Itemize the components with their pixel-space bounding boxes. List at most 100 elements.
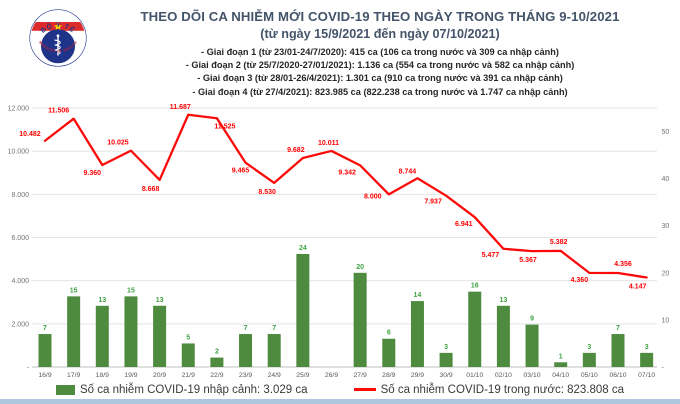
bar-label: 20 (356, 264, 364, 271)
x-axis-label: 06/10 (609, 372, 626, 379)
x-axis-label: 18/9 (96, 372, 109, 379)
line-label: 4.147 (629, 283, 647, 290)
ministry-of-health-logo: BỘ Y TẾ MINISTRY OF HEALTH (29, 9, 87, 67)
x-axis-label: 29/9 (411, 372, 424, 379)
line-label: 5.477 (482, 252, 500, 259)
right-axis-tick: 40 (662, 176, 670, 183)
line-label: 8.668 (142, 186, 160, 193)
left-axis-tick: - (27, 365, 30, 372)
bar-label: 24 (299, 245, 307, 252)
line-label: 10.025 (107, 140, 129, 147)
bar-05-10 (582, 352, 596, 367)
line-label: 11.506 (48, 108, 69, 115)
legend-item-imported-cases: Số ca nhiễm COVID-19 nhập cảnh: 3.029 ca (55, 383, 308, 396)
bar-label: 15 (70, 287, 78, 294)
bar-22-9 (210, 357, 224, 367)
phase-2-summary: - Giai đoạn 2 (từ 25/7/2020-27/01/2021):… (185, 60, 575, 71)
phase-4-summary: - Giai đoạn 4 (từ 27/4/2021): 823.985 ca… (192, 86, 568, 97)
bar-label: 6 (387, 330, 391, 337)
bar-label: 2 (215, 349, 219, 356)
x-axis-label: 20/9 (153, 372, 166, 379)
bar-16-9 (38, 334, 52, 367)
legend-label: Số ca nhiễm COVID-19 nhập cảnh: 3.029 ca (79, 383, 308, 396)
bar-17-9 (67, 296, 81, 367)
bar-29-9 (410, 301, 424, 367)
line-label: 10.011 (318, 140, 339, 147)
x-axis-label: 24/9 (268, 372, 281, 379)
line-label: 9.465 (232, 168, 250, 175)
x-axis-label: 23/9 (239, 372, 252, 379)
line-label: 9.360 (84, 170, 102, 177)
left-axis-tick: 10.000 (8, 149, 30, 156)
bar-label: 13 (156, 297, 164, 304)
right-axis-tick: 30 (662, 223, 670, 230)
line-label: 9.342 (338, 169, 356, 176)
bar-label: 7 (616, 325, 620, 332)
bar-04-10 (554, 362, 568, 367)
bar-label: 3 (587, 344, 591, 351)
x-axis-label: 04/10 (552, 372, 569, 379)
bar-27-9 (353, 272, 367, 367)
bar-label: 1 (559, 353, 563, 360)
line-label: 5.367 (519, 257, 537, 264)
x-axis-label: 05/10 (581, 372, 598, 379)
bar-label: 7 (244, 325, 248, 332)
page-title: THEO DÕI CA NHIỄM MỚI COVID-19 THEO NGÀY… (140, 9, 620, 24)
page-subtitle: (từ ngày 15/9/2021 đến ngày 07/10/2021) (260, 27, 500, 41)
bottom-border (0, 399, 680, 404)
phase-3-summary: - Giai đoạn 3 (từ 28/01-26/4/2021): 1.30… (197, 73, 563, 84)
legend-item-domestic-cases: Số ca nhiễm COVID-19 trong nước: 823.808… (353, 383, 625, 396)
legend-label: Số ca nhiễm COVID-19 trong nước: 823.808… (380, 383, 625, 396)
x-axis-label: 16/9 (38, 372, 51, 379)
bar-label: 13 (98, 297, 106, 304)
phase-summary-list: - Giai đoạn 1 (từ 23/01-24/7/2020): 415 … (95, 46, 665, 99)
x-axis-label: 22/9 (210, 372, 223, 379)
bar-label: 14 (414, 292, 422, 299)
line-label: 7.937 (424, 199, 442, 206)
line-label: 8.530 (258, 189, 276, 196)
bar-18-9 (95, 305, 109, 367)
bar-20-9 (153, 305, 167, 367)
logo-asclepius-staff-icon (54, 34, 61, 56)
x-axis-label: 17/9 (67, 372, 80, 379)
x-axis-label: 27/9 (354, 372, 367, 379)
line-label: 11.687 (170, 104, 191, 111)
bar-swatch-icon (55, 384, 75, 395)
bar-07-10 (640, 352, 654, 367)
bar-03-10 (525, 324, 539, 367)
line-label: 9.682 (287, 147, 305, 154)
right-axis-tick: - (662, 365, 665, 372)
line-label: 8.000 (364, 193, 382, 200)
line-label: 11.525 (214, 123, 235, 130)
header: THEO DÕI CA NHIỄM MỚI COVID-19 THEO NGÀY… (95, 9, 665, 99)
x-axis-label: 26/9 (325, 372, 338, 379)
x-axis-label: 02/10 (495, 372, 512, 379)
bar-label: 7 (272, 325, 276, 332)
x-axis-label: 25/9 (296, 372, 309, 379)
line-series (43, 113, 648, 279)
line-label: 4.360 (571, 277, 589, 284)
right-axis-tick: 10 (662, 317, 670, 324)
x-axis-label: 01/10 (466, 372, 483, 379)
left-axis-tick: 12.000 (8, 106, 30, 113)
bar-label: 5 (186, 334, 190, 341)
bar-30-9 (439, 352, 453, 367)
x-axis-label: 30/9 (439, 372, 452, 379)
bar-label: 15 (127, 287, 135, 294)
bar-19-9 (124, 296, 138, 367)
bar-label: 16 (471, 283, 479, 290)
bar-label: 7 (43, 325, 47, 332)
bar-label: 3 (645, 344, 649, 351)
bar-label: 9 (530, 316, 534, 323)
bar-01-10 (468, 291, 482, 367)
left-axis-tick: 2.000 (11, 321, 29, 328)
bar-23-9 (239, 334, 253, 367)
line-label: 6.941 (455, 221, 473, 228)
phase-1-summary: - Giai đoạn 1 (từ 23/01-24/7/2020): 415 … (201, 47, 559, 57)
bar-06-10 (611, 334, 625, 367)
bar-28-9 (382, 338, 396, 367)
x-axis-label: 19/9 (124, 372, 137, 379)
logo-star-icon (53, 22, 63, 31)
bar-label: 13 (500, 297, 508, 304)
